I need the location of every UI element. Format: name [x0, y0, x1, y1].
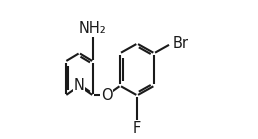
Text: NH₂: NH₂: [79, 21, 107, 36]
Text: F: F: [133, 121, 141, 136]
Text: O: O: [101, 88, 112, 103]
Text: Br: Br: [173, 36, 189, 51]
Text: N: N: [74, 78, 85, 93]
